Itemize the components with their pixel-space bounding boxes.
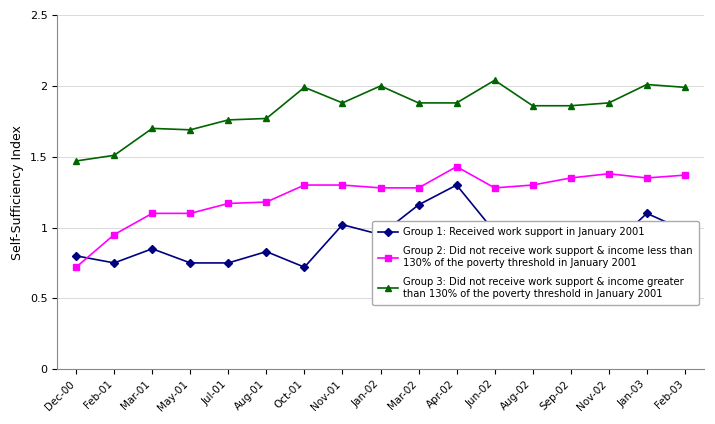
Group 3: Did not receive work support & income greater
than 130% of the poverty threshold in January 2001: (16, 1.99): Did not receive work support & income gr… [681, 85, 689, 90]
Group 2: Did not receive work support & income less than
130% of the poverty threshold in January 2001: (0, 0.72): Did not receive work support & income le… [72, 265, 81, 270]
Group 3: Did not receive work support & income greater
than 130% of the poverty threshold in January 2001: (12, 1.86): Did not receive work support & income gr… [528, 103, 537, 108]
Group 1: Received work support in January 2001: (1, 0.75): Received work support in January 2001: (… [110, 260, 119, 265]
Group 2: Did not receive work support & income less than
130% of the poverty threshold in January 2001: (8, 1.28): Did not receive work support & income le… [376, 185, 385, 190]
Group 2: Did not receive work support & income less than
130% of the poverty threshold in January 2001: (12, 1.3): Did not receive work support & income le… [528, 182, 537, 187]
Group 1: Received work support in January 2001: (6, 0.72): Received work support in January 2001: (… [300, 265, 309, 270]
Legend: Group 1: Received work support in January 2001, Group 2: Did not receive work su: Group 1: Received work support in Januar… [373, 221, 699, 304]
Group 2: Did not receive work support & income less than
130% of the poverty threshold in January 2001: (6, 1.3): Did not receive work support & income le… [300, 182, 309, 187]
Group 3: Did not receive work support & income greater
than 130% of the poverty threshold in January 2001: (1, 1.51): Did not receive work support & income gr… [110, 153, 119, 158]
Group 1: Received work support in January 2001: (14, 0.85): Received work support in January 2001: (… [604, 246, 613, 251]
Group 1: Received work support in January 2001: (15, 1.1): Received work support in January 2001: (… [643, 211, 651, 216]
Group 2: Did not receive work support & income less than
130% of the poverty threshold in January 2001: (2, 1.1): Did not receive work support & income le… [148, 211, 157, 216]
Group 3: Did not receive work support & income greater
than 130% of the poverty threshold in January 2001: (7, 1.88): Did not receive work support & income gr… [338, 100, 347, 106]
Group 3: Did not receive work support & income greater
than 130% of the poverty threshold in January 2001: (4, 1.76): Did not receive work support & income gr… [224, 117, 232, 123]
Group 1: Received work support in January 2001: (8, 0.95): Received work support in January 2001: (… [376, 232, 385, 237]
Group 2: Did not receive work support & income less than
130% of the poverty threshold in January 2001: (3, 1.1): Did not receive work support & income le… [186, 211, 194, 216]
Group 1: Received work support in January 2001: (5, 0.83): Received work support in January 2001: (… [262, 249, 271, 254]
Group 2: Did not receive work support & income less than
130% of the poverty threshold in January 2001: (9, 1.28): Did not receive work support & income le… [414, 185, 423, 190]
Y-axis label: Self-Sufficiency Index: Self-Sufficiency Index [11, 125, 24, 259]
Group 1: Received work support in January 2001: (9, 1.16): Received work support in January 2001: (… [414, 202, 423, 207]
Group 3: Did not receive work support & income greater
than 130% of the poverty threshold in January 2001: (15, 2.01): Did not receive work support & income gr… [643, 82, 651, 87]
Group 3: Did not receive work support & income greater
than 130% of the poverty threshold in January 2001: (3, 1.69): Did not receive work support & income gr… [186, 127, 194, 132]
Group 2: Did not receive work support & income less than
130% of the poverty threshold in January 2001: (5, 1.18): Did not receive work support & income le… [262, 200, 271, 205]
Group 1: Received work support in January 2001: (7, 1.02): Received work support in January 2001: (… [338, 222, 347, 227]
Group 1: Received work support in January 2001: (13, 0.93): Received work support in January 2001: (… [566, 235, 575, 240]
Group 2: Did not receive work support & income less than
130% of the poverty threshold in January 2001: (13, 1.35): Did not receive work support & income le… [566, 176, 575, 181]
Group 2: Did not receive work support & income less than
130% of the poverty threshold in January 2001: (11, 1.28): Did not receive work support & income le… [490, 185, 499, 190]
Group 3: Did not receive work support & income greater
than 130% of the poverty threshold in January 2001: (14, 1.88): Did not receive work support & income gr… [604, 100, 613, 106]
Group 3: Did not receive work support & income greater
than 130% of the poverty threshold in January 2001: (0, 1.47): Did not receive work support & income gr… [72, 159, 81, 164]
Group 3: Did not receive work support & income greater
than 130% of the poverty threshold in January 2001: (10, 1.88): Did not receive work support & income gr… [453, 100, 461, 106]
Group 1: Received work support in January 2001: (10, 1.3): Received work support in January 2001: (… [453, 182, 461, 187]
Group 3: Did not receive work support & income greater
than 130% of the poverty threshold in January 2001: (8, 2): Did not receive work support & income gr… [376, 84, 385, 89]
Group 2: Did not receive work support & income less than
130% of the poverty threshold in January 2001: (4, 1.17): Did not receive work support & income le… [224, 201, 232, 206]
Line: Group 3: Did not receive work support & income greater
than 130% of the poverty threshold in January 2001: Group 3: Did not receive work support & … [73, 77, 689, 165]
Group 3: Did not receive work support & income greater
than 130% of the poverty threshold in January 2001: (11, 2.04): Did not receive work support & income gr… [490, 78, 499, 83]
Line: Group 1: Received work support in January 2001: Group 1: Received work support in Januar… [74, 182, 688, 270]
Group 3: Did not receive work support & income greater
than 130% of the poverty threshold in January 2001: (2, 1.7): Did not receive work support & income gr… [148, 126, 157, 131]
Group 2: Did not receive work support & income less than
130% of the poverty threshold in January 2001: (10, 1.43): Did not receive work support & income le… [453, 164, 461, 169]
Group 2: Did not receive work support & income less than
130% of the poverty threshold in January 2001: (15, 1.35): Did not receive work support & income le… [643, 176, 651, 181]
Group 2: Did not receive work support & income less than
130% of the poverty threshold in January 2001: (14, 1.38): Did not receive work support & income le… [604, 171, 613, 176]
Group 3: Did not receive work support & income greater
than 130% of the poverty threshold in January 2001: (13, 1.86): Did not receive work support & income gr… [566, 103, 575, 108]
Group 1: Received work support in January 2001: (2, 0.85): Received work support in January 2001: (… [148, 246, 157, 251]
Group 2: Did not receive work support & income less than
130% of the poverty threshold in January 2001: (16, 1.37): Did not receive work support & income le… [681, 173, 689, 178]
Group 1: Received work support in January 2001: (4, 0.75): Received work support in January 2001: (… [224, 260, 232, 265]
Group 1: Received work support in January 2001: (16, 0.98): Received work support in January 2001: (… [681, 228, 689, 233]
Group 1: Received work support in January 2001: (3, 0.75): Received work support in January 2001: (… [186, 260, 194, 265]
Group 1: Received work support in January 2001: (0, 0.8): Received work support in January 2001: (… [72, 253, 81, 258]
Line: Group 2: Did not receive work support & income less than
130% of the poverty threshold in January 2001: Group 2: Did not receive work support & … [74, 164, 688, 270]
Group 3: Did not receive work support & income greater
than 130% of the poverty threshold in January 2001: (5, 1.77): Did not receive work support & income gr… [262, 116, 271, 121]
Group 3: Did not receive work support & income greater
than 130% of the poverty threshold in January 2001: (9, 1.88): Did not receive work support & income gr… [414, 100, 423, 106]
Group 1: Received work support in January 2001: (11, 0.97): Received work support in January 2001: (… [490, 229, 499, 234]
Group 3: Did not receive work support & income greater
than 130% of the poverty threshold in January 2001: (6, 1.99): Did not receive work support & income gr… [300, 85, 309, 90]
Group 1: Received work support in January 2001: (12, 0.92): Received work support in January 2001: (… [528, 236, 537, 241]
Group 2: Did not receive work support & income less than
130% of the poverty threshold in January 2001: (1, 0.95): Did not receive work support & income le… [110, 232, 119, 237]
Group 2: Did not receive work support & income less than
130% of the poverty threshold in January 2001: (7, 1.3): Did not receive work support & income le… [338, 182, 347, 187]
